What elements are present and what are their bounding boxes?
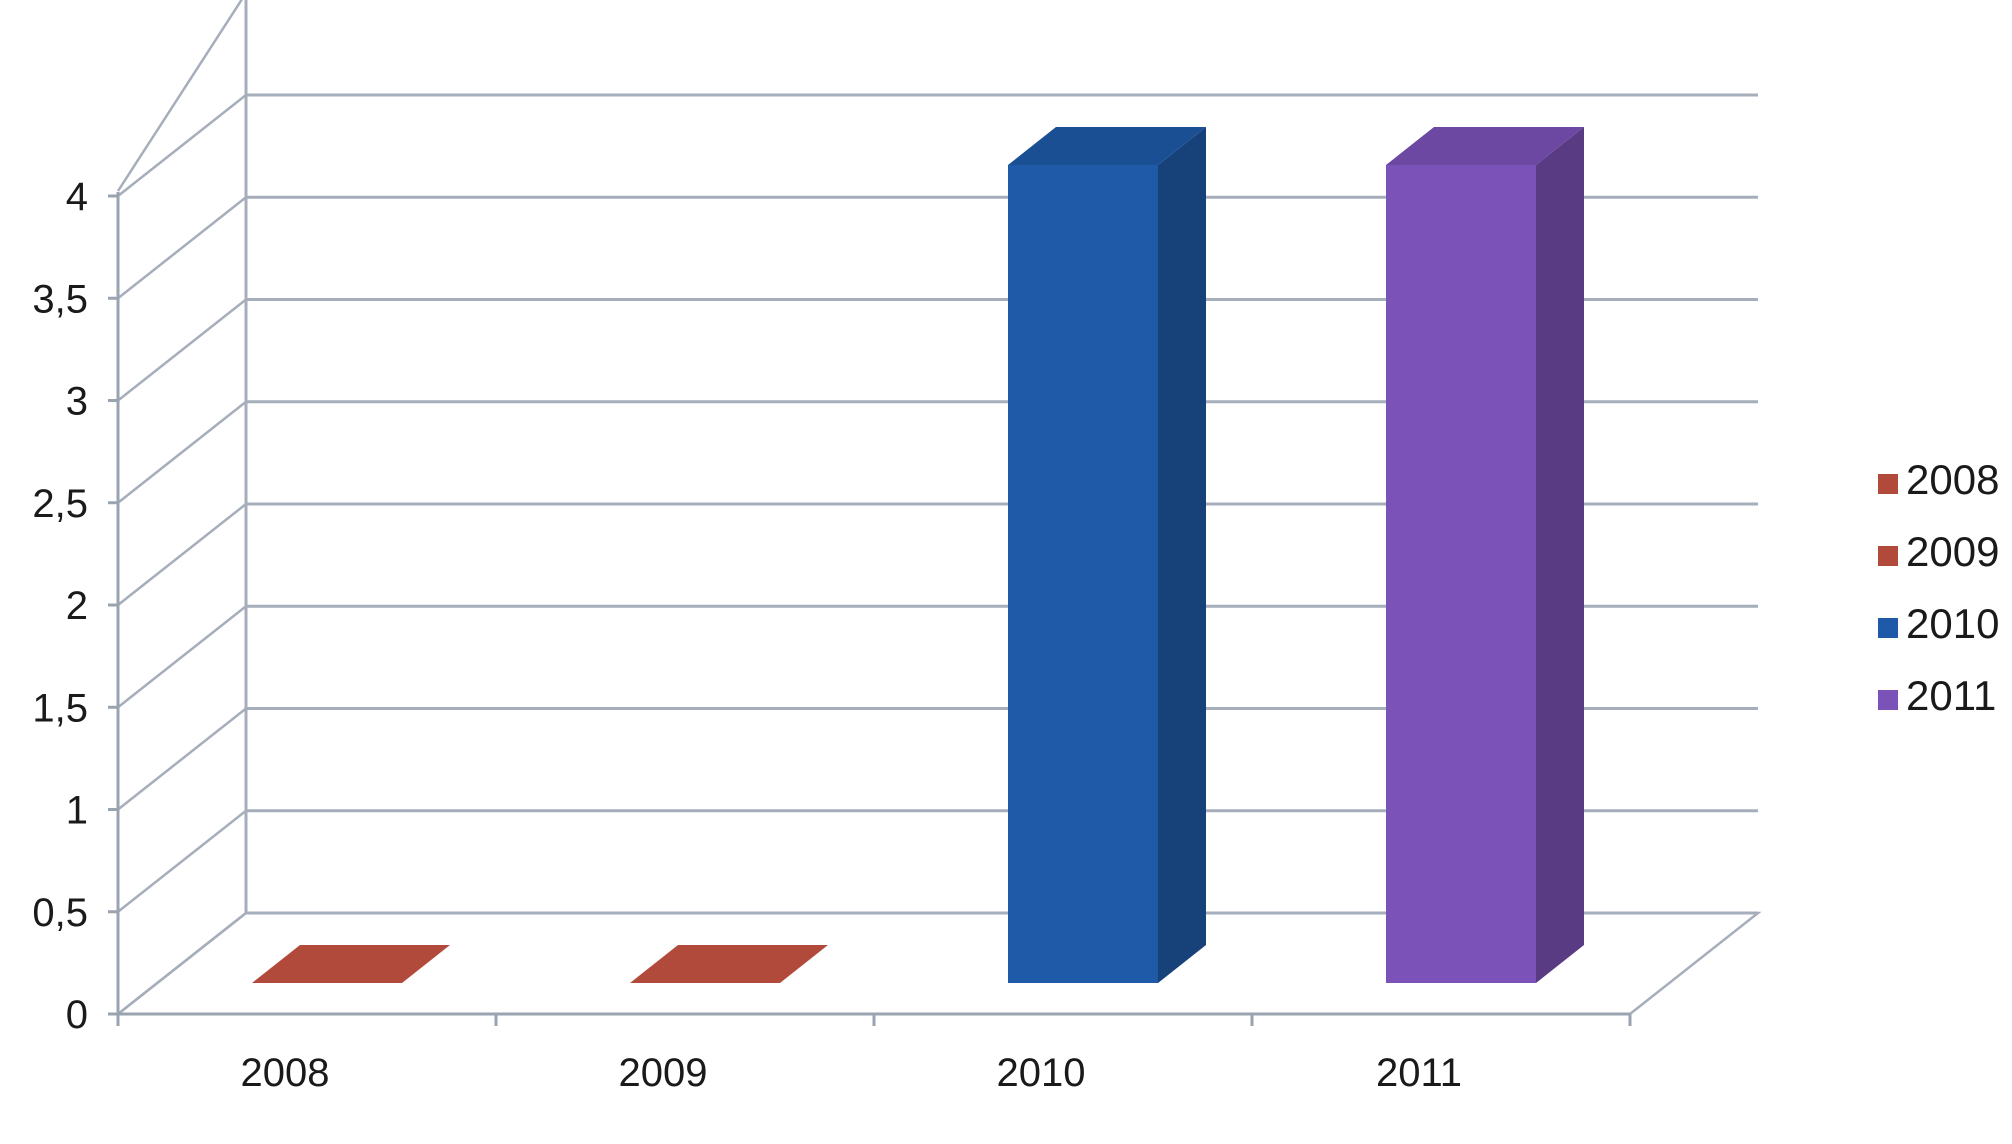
- legend: 2008 2009 2010 2011: [1878, 456, 1999, 719]
- gridline-depth: [117, 196, 247, 300]
- legend-label: 2008: [1906, 456, 1999, 503]
- legend-swatch: [1878, 474, 1898, 494]
- bar-2011: [1386, 127, 1584, 983]
- bars-layer: [252, 127, 1584, 983]
- y-tick-label: 2: [66, 584, 88, 628]
- bar-2010: [1008, 127, 1206, 983]
- x-tick-label: 2010: [997, 1051, 1086, 1095]
- legend-label: 2011: [1906, 672, 1996, 719]
- x-tick-label: 2009: [619, 1051, 708, 1095]
- gridline-depth: [117, 400, 247, 504]
- axis-layer: [108, 0, 1762, 1026]
- bar-side: [1536, 127, 1584, 983]
- labels-layer: 0 0,5 1 1,5 2 2,5 3 3,5 4 2008 2009 2010 2011: [32, 175, 1462, 1095]
- legend-swatch: [1878, 690, 1898, 710]
- y-tick-label: 1: [66, 789, 88, 833]
- bar-top: [630, 945, 828, 983]
- legend-item: 2011: [1878, 672, 1996, 719]
- legend-label: 2009: [1906, 528, 1999, 575]
- bar-top: [1386, 127, 1584, 165]
- gridline-depth: [117, 605, 247, 709]
- legend-item: 2009: [1878, 528, 1999, 575]
- y-tick-label: 2,5: [32, 482, 88, 526]
- y-tick-label: 1,5: [32, 686, 88, 730]
- bar-side: [1158, 127, 1206, 983]
- legend-swatch: [1878, 618, 1898, 638]
- legend-label: 2010: [1906, 600, 1999, 647]
- y-tick-label: 3,5: [32, 277, 88, 321]
- gridline-depth: [116, 0, 243, 192]
- bar-2008: [252, 945, 450, 983]
- legend-item: 2008: [1878, 456, 1999, 503]
- bar-front: [1008, 165, 1158, 983]
- legend-swatch: [1878, 546, 1898, 566]
- gridline-depth: [117, 809, 247, 913]
- gridline-depth: [117, 503, 247, 606]
- legend-item: 2010: [1878, 600, 1999, 647]
- y-tick-label: 0,5: [32, 891, 88, 935]
- x-tick-label: 2011: [1376, 1051, 1462, 1095]
- y-tick-label: 0: [66, 993, 88, 1037]
- gridline-depth: [117, 707, 247, 811]
- bar-top: [252, 945, 450, 983]
- gridline-depth: [117, 298, 247, 402]
- y-tick-label: 3: [66, 380, 88, 424]
- bar-2009: [630, 945, 828, 983]
- bar-front: [1386, 165, 1536, 983]
- bar-top: [1008, 127, 1206, 165]
- x-tick-label: 2008: [241, 1051, 330, 1095]
- y-tick-label: 4: [66, 175, 88, 219]
- gridline-depth: [117, 94, 247, 197]
